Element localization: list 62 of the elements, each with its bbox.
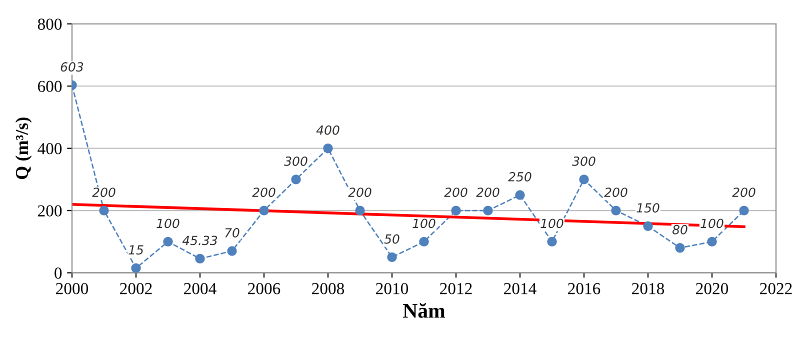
data-label: 300	[284, 156, 308, 166]
x-tick-label: 2002	[120, 283, 152, 294]
data-label: 200	[604, 188, 628, 198]
point	[707, 236, 717, 247]
point	[355, 206, 365, 216]
point	[131, 263, 141, 273]
x-axis-title: Năm	[402, 302, 446, 318]
data-label: 100	[412, 218, 436, 228]
x-tick-label: 2022	[760, 283, 792, 294]
x-tick-label: 2008	[312, 283, 344, 294]
point	[323, 143, 333, 154]
data-label: 45.33	[182, 236, 218, 246]
data-label: 400	[316, 125, 340, 135]
point	[195, 254, 205, 264]
point	[99, 206, 109, 216]
point	[387, 252, 397, 262]
point	[451, 206, 461, 216]
data-label: 200	[252, 188, 276, 198]
point	[515, 190, 525, 200]
data-label: 70	[225, 228, 240, 238]
x-tick-label: 2020	[696, 283, 728, 294]
point	[547, 236, 557, 247]
data-label: 100	[540, 218, 564, 228]
point	[227, 246, 237, 256]
data-label: 200	[92, 188, 116, 198]
data-label: 200	[476, 188, 500, 198]
data-label: 80	[672, 224, 688, 234]
y-tick-label: 400	[38, 143, 62, 154]
y-tick-label: 600	[38, 80, 62, 92]
data-label: 150	[636, 203, 660, 213]
data-label: 250	[508, 172, 532, 182]
data-label: 200	[732, 188, 756, 198]
x-tick-label: 2006	[248, 283, 280, 294]
point	[291, 174, 301, 184]
x-tick-label: 2012	[440, 283, 472, 294]
y-axis-title: Q (m³/s)	[15, 118, 32, 179]
x-tick-label: 2010	[376, 283, 408, 294]
y-tick-label: 0	[54, 268, 62, 279]
x-tick-label: 2014	[504, 283, 536, 294]
point	[643, 221, 653, 231]
y-tick-label: 200	[38, 205, 62, 217]
x-tick-label: 2016	[568, 283, 600, 294]
data-label: 200	[444, 188, 468, 198]
y-tick-label: 800	[38, 18, 62, 30]
data-label: 15	[128, 245, 144, 255]
point	[611, 206, 621, 216]
point	[675, 243, 685, 253]
data-label: 603	[60, 62, 84, 72]
point	[739, 206, 749, 216]
x-tick-label: 2000	[56, 283, 88, 294]
point	[483, 206, 493, 216]
data-label: 300	[572, 156, 596, 166]
data-label: 50	[384, 234, 400, 244]
x-tick-label: 2018	[632, 283, 664, 294]
x-tick-label: 2004	[184, 283, 216, 294]
data-label: 200	[348, 188, 372, 198]
data-label: 100	[700, 218, 724, 228]
point	[419, 236, 429, 247]
point	[163, 236, 173, 247]
point	[579, 174, 589, 184]
point	[259, 206, 269, 216]
data-label: 100	[156, 218, 180, 228]
